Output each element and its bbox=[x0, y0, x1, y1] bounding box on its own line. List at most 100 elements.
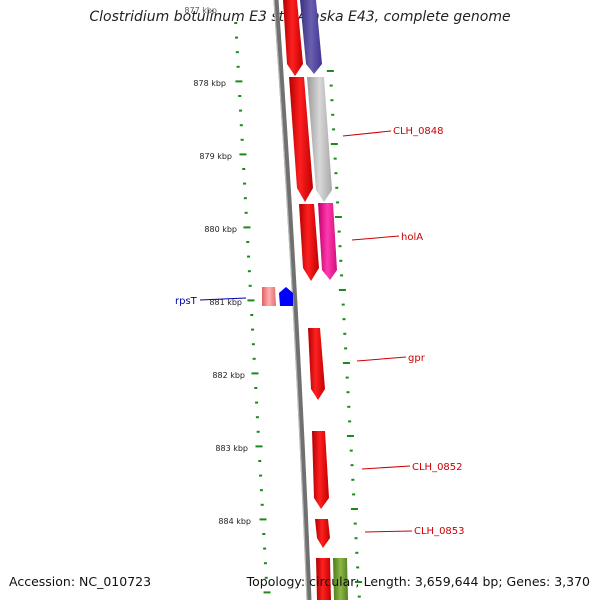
ruler-minor-tick bbox=[258, 460, 262, 462]
ruler-minor-tick bbox=[239, 124, 243, 127]
gene-pink-holA bbox=[318, 203, 337, 280]
outer-ring-tick bbox=[341, 303, 345, 306]
label-connectors bbox=[199, 130, 413, 533]
ruler-major-tick bbox=[255, 445, 263, 448]
outer-ring-tick bbox=[343, 332, 347, 335]
ruler-minor-tick bbox=[259, 474, 263, 477]
gene-red-2 bbox=[289, 77, 313, 202]
gene-label-CLH_0853: CLH_0853 bbox=[414, 526, 465, 537]
outer-ring-tick bbox=[337, 230, 341, 233]
outer-ring-tick bbox=[336, 201, 340, 204]
outer-ring-tick bbox=[354, 537, 358, 540]
ruler-label-881: 881 kbp bbox=[209, 298, 242, 307]
ruler-minor-tick bbox=[236, 65, 240, 68]
genome-summary-text: Topology: circular; Length: 3,659,644 bp… bbox=[246, 574, 590, 589]
ruler-label-880: 880 kbp bbox=[204, 225, 237, 234]
outer-gene-track bbox=[300, 0, 348, 600]
outer-ring-tick bbox=[347, 405, 351, 408]
ruler-minor-tick bbox=[263, 547, 267, 550]
reverse-gene-track bbox=[262, 287, 293, 306]
gene-labels: CLH_0848 holA rpsT gpr CLH_0852 CLH_0853 bbox=[175, 126, 465, 537]
outer-ring-tick bbox=[331, 113, 335, 116]
ruler-minor-tick bbox=[250, 314, 254, 316]
gene-label-rpsT: rpsT bbox=[175, 296, 198, 307]
ruler-minor-tick bbox=[247, 270, 251, 273]
ruler-minor-tick bbox=[262, 533, 266, 535]
outer-ring-tick bbox=[334, 216, 342, 218]
ruler-major-tick bbox=[259, 518, 267, 521]
gene-label-gpr: gpr bbox=[408, 353, 426, 364]
outer-ring-tick bbox=[344, 347, 348, 350]
outer-ring-tick bbox=[338, 289, 346, 291]
outer-ring-tick bbox=[330, 143, 338, 145]
ruler-minor-tick bbox=[243, 197, 247, 200]
ruler-minor-tick bbox=[256, 430, 260, 433]
ruler-minor-tick bbox=[248, 284, 252, 287]
outer-ring-tick bbox=[355, 551, 359, 554]
outer-ring-ticks bbox=[326, 70, 362, 598]
outer-ring-tick bbox=[333, 157, 337, 160]
outer-ring-tick bbox=[332, 128, 336, 131]
ruler-minor-tick bbox=[235, 51, 239, 54]
gene-red-gpr bbox=[308, 328, 325, 400]
outer-ring-tick bbox=[354, 581, 362, 583]
ruler-minor-ticks bbox=[234, 22, 271, 594]
gene-red-CLH_0853 bbox=[315, 519, 330, 548]
gene-green bbox=[333, 558, 348, 600]
outer-ring-tick bbox=[356, 566, 360, 569]
gene-red-1 bbox=[283, 0, 303, 76]
outer-ring-tick bbox=[350, 508, 358, 510]
ruler-labels: 877 kbp 878 kbp 879 kbp 880 kbp 881 kbp … bbox=[184, 6, 251, 526]
ruler-minor-tick bbox=[252, 357, 256, 360]
ruler-minor-tick bbox=[260, 503, 264, 506]
ruler-minor-tick bbox=[235, 36, 239, 39]
map-title: Clostridium botulinum E3 str. Alaska E43… bbox=[89, 9, 511, 25]
inner-gene-track bbox=[283, 0, 331, 600]
outer-ring-tick bbox=[352, 493, 356, 496]
ruler-minor-tick bbox=[243, 182, 247, 185]
outer-ring-tick bbox=[350, 464, 354, 467]
genome-backbone bbox=[273, 0, 312, 600]
outer-ring-tick bbox=[329, 84, 333, 87]
ruler-minor-tick bbox=[238, 95, 242, 97]
outer-ring-tick bbox=[357, 595, 361, 598]
ruler-minor-tick bbox=[264, 576, 268, 579]
ruler-major-tick bbox=[239, 153, 247, 156]
outer-ring-tick bbox=[345, 376, 349, 379]
ruler-minor-tick bbox=[247, 255, 251, 258]
ruler-major-tick bbox=[247, 299, 255, 302]
ruler-label-879: 879 kbp bbox=[199, 152, 232, 161]
gene-red-CLH_0852 bbox=[312, 431, 329, 509]
outer-ring-tick bbox=[330, 99, 334, 102]
ruler-minor-tick bbox=[239, 109, 243, 112]
gene-label-holA: holA bbox=[401, 232, 423, 243]
gene-label-CLH_0852: CLH_0852 bbox=[412, 462, 463, 473]
gene-label-CLH_0848: CLH_0848 bbox=[393, 126, 444, 137]
accession-text: Accession: NC_010723 bbox=[9, 574, 152, 589]
ruler-major-tick bbox=[263, 591, 271, 594]
outer-ring-tick bbox=[353, 522, 357, 525]
ruler-minor-tick bbox=[246, 241, 250, 243]
outer-ring-tick bbox=[346, 391, 350, 394]
outer-ring-tick bbox=[340, 274, 344, 277]
outer-ring-tick bbox=[338, 245, 342, 248]
outer-ring-tick bbox=[346, 435, 354, 437]
outer-ring-tick bbox=[334, 172, 338, 175]
gene-purple bbox=[300, 0, 322, 74]
gene-gray-CLH_0848 bbox=[307, 77, 332, 202]
outer-ring-tick bbox=[339, 259, 343, 262]
ruler-label-877: 877 kbp bbox=[184, 6, 217, 15]
gene-red-6 bbox=[316, 558, 331, 600]
ruler-minor-tick bbox=[255, 401, 259, 404]
outer-ring-tick bbox=[349, 449, 353, 452]
ruler-minor-tick bbox=[240, 138, 244, 141]
outer-ring-tick bbox=[342, 318, 346, 321]
ruler-major-tick bbox=[243, 226, 251, 229]
ruler-label-884: 884 kbp bbox=[218, 517, 251, 526]
ruler-minor-tick bbox=[251, 328, 255, 331]
ruler-label-878: 878 kbp bbox=[193, 79, 226, 88]
gene-red-3 bbox=[299, 204, 319, 281]
ruler-major-tick bbox=[235, 80, 243, 83]
